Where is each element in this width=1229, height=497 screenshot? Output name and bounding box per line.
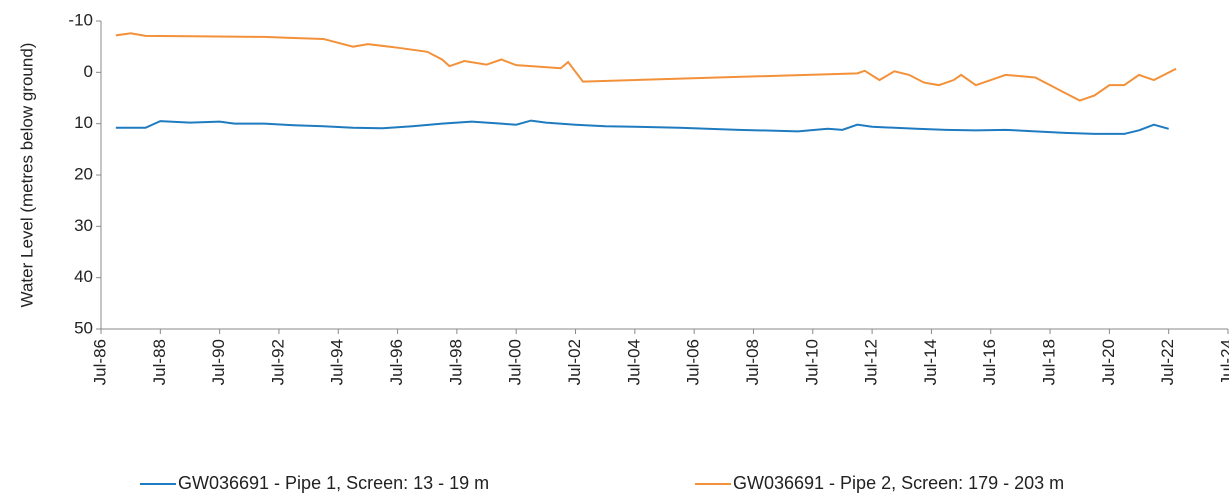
x-tick-label: Jul-96 — [387, 339, 406, 385]
y-tick-label: 0 — [84, 62, 93, 81]
x-tick-label: Jul-08 — [743, 339, 762, 385]
x-tick-label: Jul-10 — [802, 339, 821, 385]
series-line — [115, 32, 1177, 102]
x-tick-label: Jul-92 — [268, 339, 287, 385]
y-tick-label: 50 — [74, 318, 93, 337]
y-tick-label: 40 — [74, 267, 93, 286]
y-tick-label: -10 — [68, 10, 93, 29]
series-line — [115, 119, 1169, 135]
x-tick-label: Jul-16 — [980, 339, 999, 385]
y-tick-label: 30 — [74, 216, 93, 235]
y-axis-label: Water Level (metres below ground) — [17, 43, 36, 308]
x-tick-label: Jul-20 — [1099, 339, 1118, 385]
y-tick-label: 10 — [74, 113, 93, 132]
x-tick-label: Jul-18 — [1040, 339, 1059, 385]
x-tick-label: Jul-02 — [565, 339, 584, 385]
x-tick-label: Jul-86 — [90, 339, 109, 385]
legend-label: GW036691 - Pipe 1, Screen: 13 - 19 m — [178, 473, 489, 493]
x-tick-label: Jul-04 — [624, 339, 643, 385]
x-tick-label: Jul-06 — [684, 339, 703, 385]
y-tick-label: 20 — [74, 164, 93, 183]
x-tick-label: Jul-14 — [921, 339, 940, 385]
x-tick-label: Jul-94 — [328, 339, 347, 385]
x-tick-label: Jul-98 — [446, 339, 465, 385]
x-tick-label: Jul-90 — [209, 339, 228, 385]
x-tick-label: Jul-88 — [150, 339, 169, 385]
x-tick-label: Jul-24 — [1217, 339, 1229, 385]
x-tick-label: Jul-22 — [1158, 339, 1177, 385]
legend-label: GW036691 - Pipe 2, Screen: 179 - 203 m — [733, 473, 1064, 493]
x-tick-label: Jul-12 — [862, 339, 881, 385]
x-tick-label: Jul-00 — [506, 339, 525, 385]
